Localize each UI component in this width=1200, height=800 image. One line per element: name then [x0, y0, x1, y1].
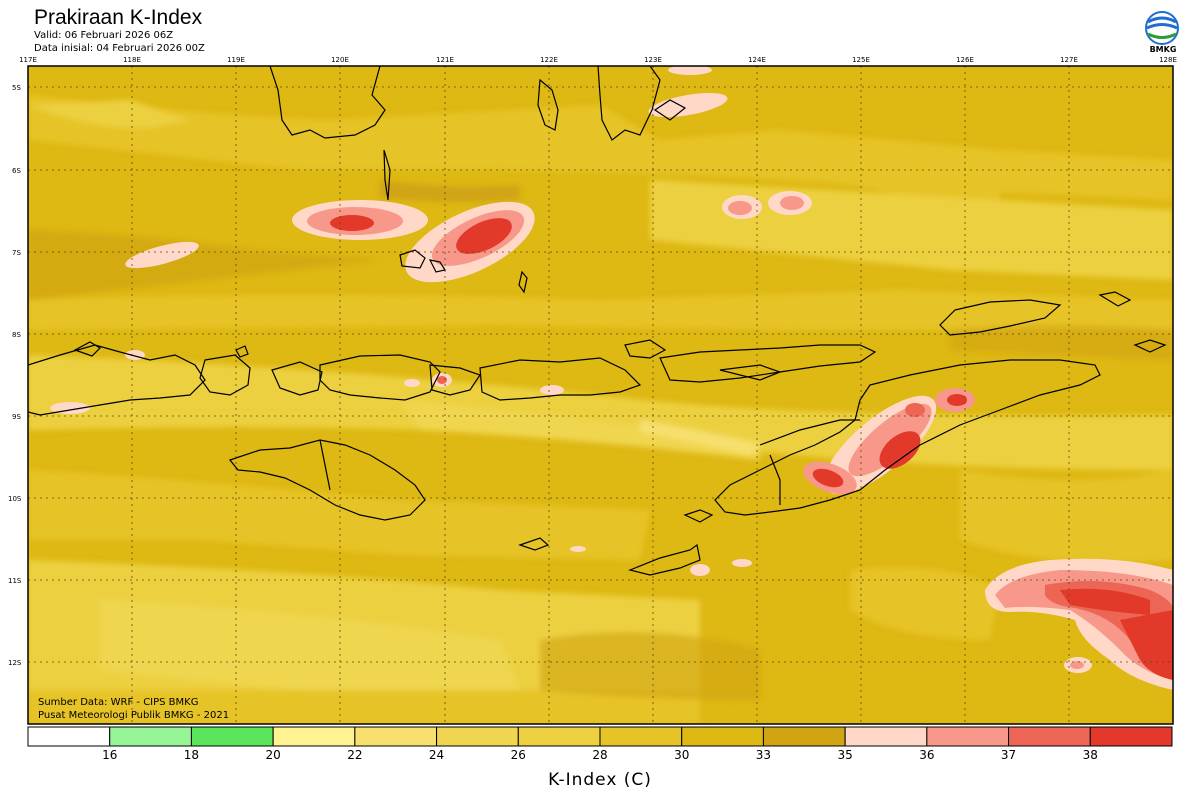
colorbar-swatch [27, 726, 111, 747]
colorbar [27, 726, 1173, 747]
bmkg-logo [1145, 11, 1179, 45]
colorbar-tick-label: 35 [837, 748, 853, 762]
colorbar-swatch [109, 726, 192, 747]
colorbar-tick-label: 33 [755, 748, 772, 762]
lon-label: 120E [331, 56, 349, 64]
colorbar-tick-label: 36 [919, 748, 935, 762]
colorbar-swatch [1008, 726, 1091, 747]
lon-label: 121E [436, 56, 454, 64]
colorbar-tick-label: 30 [674, 748, 690, 762]
credit-center: Pusat Meteorologi Publik BMKG - 2021 [38, 710, 230, 721]
lon-axis: 117E 118E 119E 120E 121E 122E 123E 124E … [19, 56, 1177, 64]
colorbar-swatch [762, 726, 846, 747]
lon-label: 124E [748, 56, 766, 64]
colorbar-swatch [844, 726, 928, 747]
lat-label: 9S [12, 413, 21, 421]
colorbar-tick-label: 18 [183, 748, 200, 762]
colorbar-swatch [681, 726, 764, 747]
colorbar-title: K-Index (C) [548, 770, 652, 790]
lat-label: 11S [8, 577, 22, 585]
lon-label: 123E [644, 56, 662, 64]
lon-label: 122E [540, 56, 558, 64]
lat-label: 6S [12, 167, 21, 175]
lat-axis: 5S 6S 7S 8S 9S 10S 11S 12S [8, 84, 22, 667]
colorbar-tick-label: 16 [102, 748, 118, 762]
colorbar-swatch [190, 726, 274, 747]
lat-label: 8S [12, 331, 21, 339]
colorbar-swatch [599, 726, 683, 747]
graticule [28, 66, 1173, 724]
lat-label: 7S [12, 249, 21, 257]
lon-label: 128E [1159, 56, 1177, 64]
valid-time: Valid: 06 Februari 2026 06Z [34, 30, 174, 41]
colorbar-swatch [354, 726, 438, 747]
logo-text: BMKG [1149, 45, 1177, 54]
lat-label: 10S [8, 495, 22, 503]
colorbar-swatch [517, 726, 601, 747]
lon-label: 118E [123, 56, 141, 64]
colorbar-tick-label: 22 [347, 748, 363, 762]
k-index-field [28, 66, 1173, 724]
colorbar-tick-label: 38 [1082, 748, 1098, 762]
coastlines [28, 66, 1167, 576]
lon-label: 117E [19, 56, 37, 64]
colorbar-tick-label: 24 [428, 748, 445, 762]
lat-label: 12S [8, 659, 22, 667]
map-frame [27, 65, 1174, 725]
colorbar-swatch [1089, 726, 1173, 747]
data-source: Sumber Data: WRF - CIPS BMKG [38, 697, 199, 708]
colorbar-tick-label: 37 [1000, 748, 1017, 762]
lat-label: 5S [12, 84, 21, 92]
lon-label: 125E [852, 56, 870, 64]
colorbar-swatch [272, 726, 356, 747]
colorbar-tick-label: 28 [592, 748, 608, 762]
colorbar-swatch [436, 726, 519, 747]
colorbar-tick-label: 20 [265, 748, 281, 762]
lon-label: 126E [956, 56, 974, 64]
lon-label: 119E [227, 56, 245, 64]
colorbar-tick-label: 26 [510, 748, 526, 762]
initial-time: Data inisial: 04 Februari 2026 00Z [34, 43, 205, 54]
map-title: Prakiraan K-Index [34, 6, 203, 29]
lon-label: 127E [1060, 56, 1078, 64]
colorbar-swatch [926, 726, 1010, 747]
